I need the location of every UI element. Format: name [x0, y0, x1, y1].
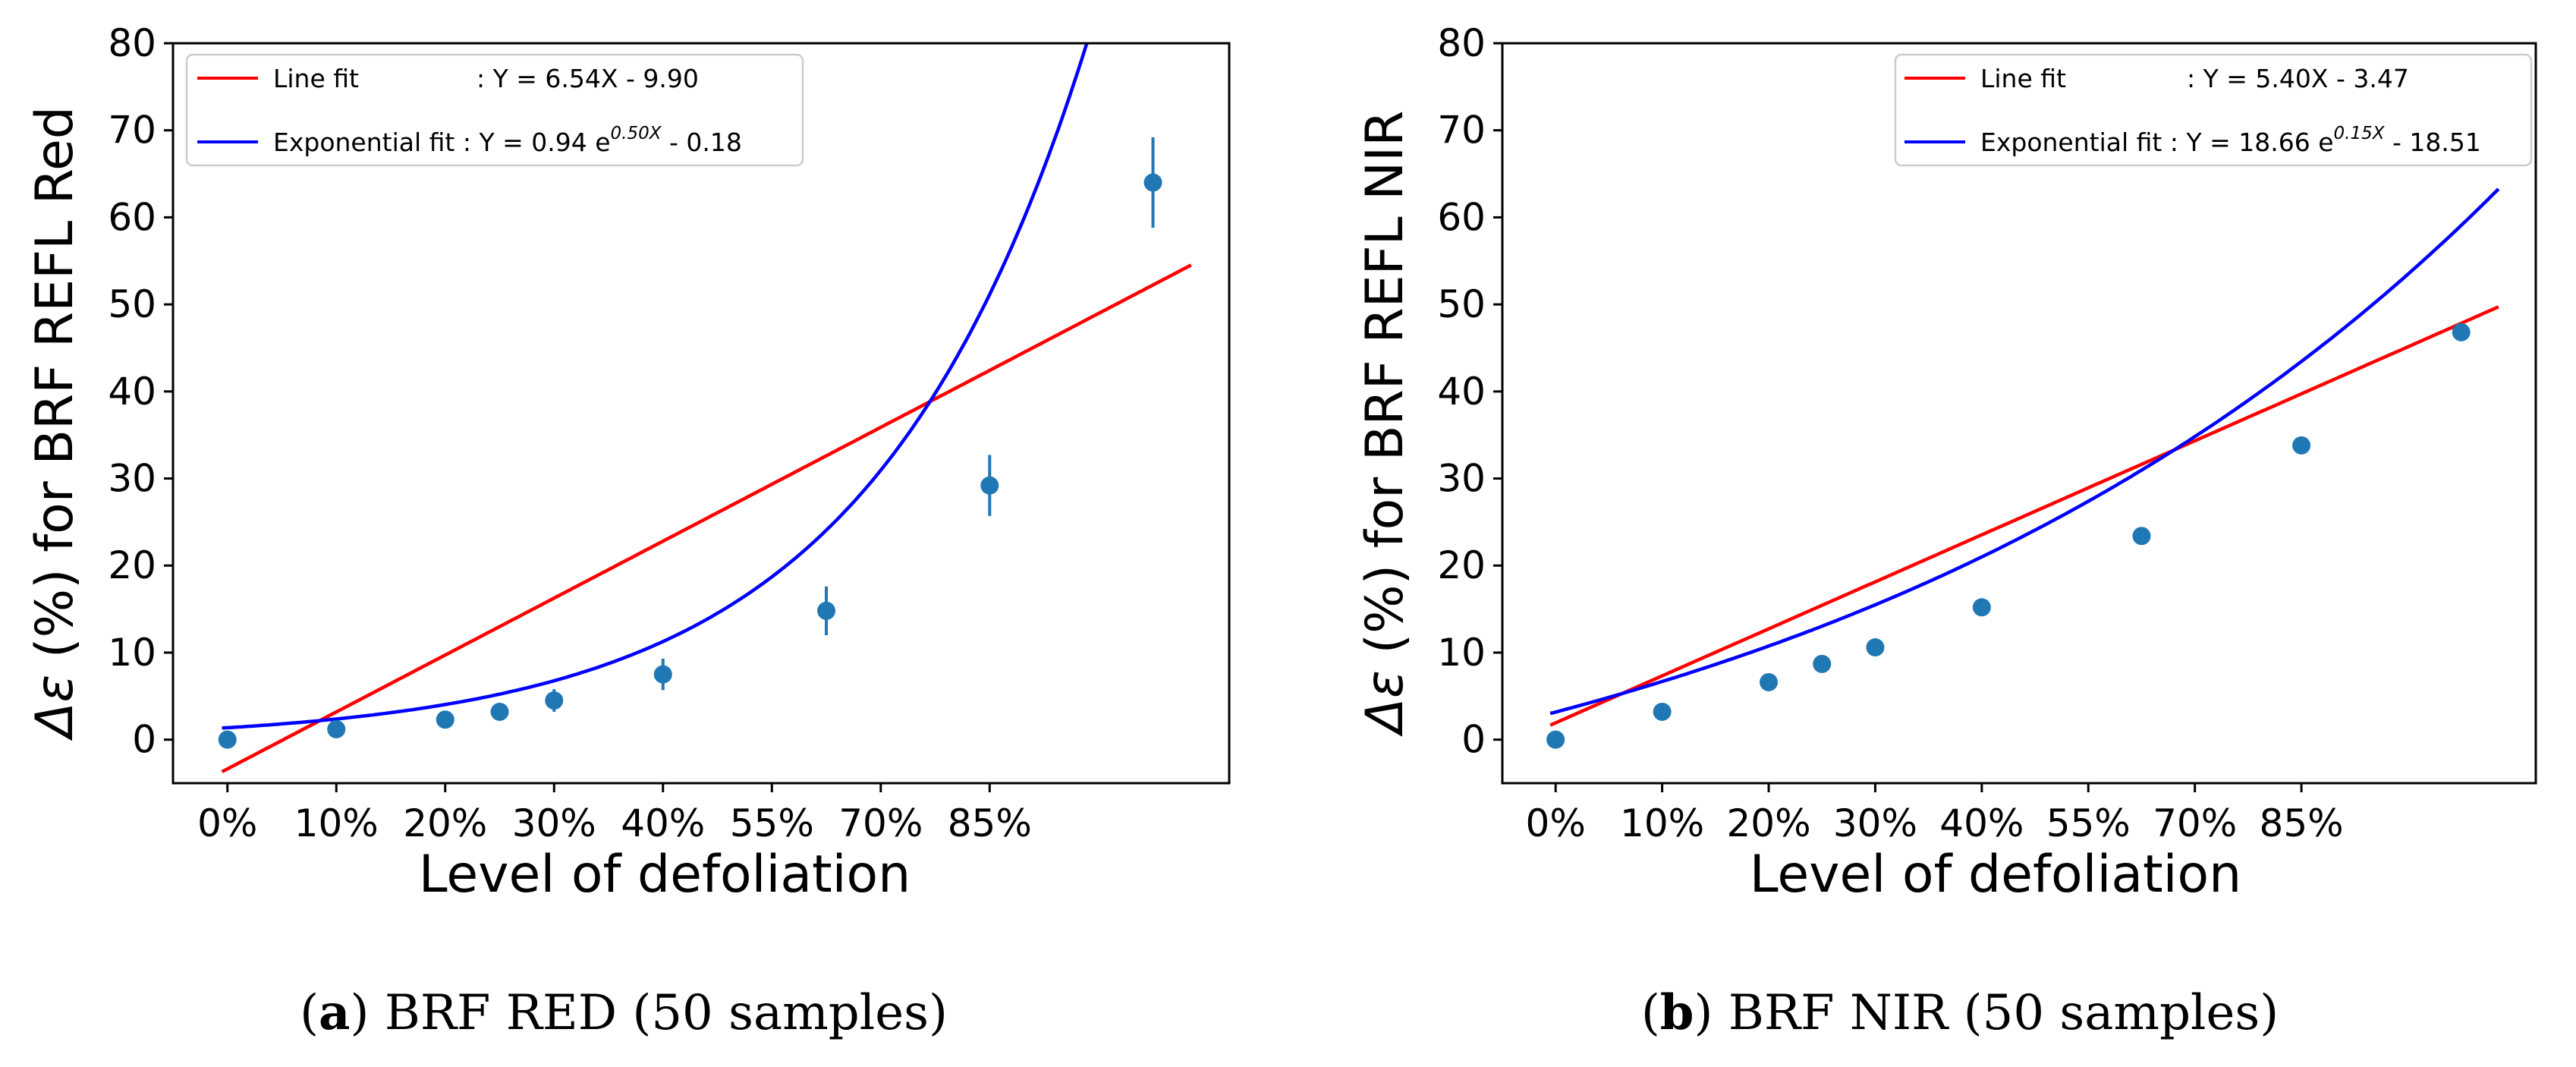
panel-a-data-point-5: [653, 665, 672, 684]
panel-a-x-tick-label-3: 30%: [512, 801, 596, 845]
panel-a-legend-box: [185, 53, 804, 167]
panel-b-y-tick-label-80: 80: [1437, 21, 1486, 65]
panel-a-x-tick-label-1: 10%: [294, 801, 379, 845]
panel-a-data-point-6: [817, 601, 836, 620]
panel-b-y-tick-label-40: 40: [1437, 370, 1486, 414]
panel-a-data-point-8: [1143, 173, 1162, 192]
panel-b-caption: (b) BRF NIR (50 samples): [1641, 984, 2279, 1041]
panel-b-data-point-2: [1760, 672, 1779, 691]
panel-b-axes-frame: [1501, 42, 2537, 785]
panel-a-exponential-fit-curve: [222, 43, 1089, 730]
panel-b-y-tick-label-10: 10: [1437, 631, 1486, 675]
panel-b-exponential-fit-curve: [1549, 187, 2500, 716]
panel-b-legend-box: [1894, 53, 2533, 167]
panel-b-plot-area: [1501, 42, 2537, 785]
panel-a-legend-line-fit-label: Line fit: [273, 64, 359, 93]
panel-b-x-tick-label-0: 0%: [1526, 801, 1586, 845]
panel-a-y-axis-label: Δε (%) for BRF REFL Red: [25, 106, 85, 741]
panel-a-y-ticks: 0 10 20 30 40 50 60 70 80: [108, 21, 173, 762]
panel-b-x-tick-label-3: 30%: [1833, 801, 1917, 845]
panel-a-line-fit-curve: [221, 263, 1192, 773]
panel-a-chart: 0 10 20 30 40 50 60 70 80 0% 10% 20% 30% 40% 55% 70% 85…: [25, 21, 1231, 1041]
panel-a-x-tick-label-6: 70%: [838, 801, 923, 845]
panel-b-legend-exp-fit-label: Exponential fit : Y = 18.66 e0.15X - 18.…: [1980, 124, 2481, 157]
panel-b-x-tick-label-4: 40%: [1939, 801, 2024, 845]
panel-b-y-tick-label-60: 60: [1437, 195, 1486, 239]
panel-b-y-tick-label-70: 70: [1437, 109, 1486, 153]
panel-b-x-tick-label-2: 20%: [1726, 801, 1810, 845]
panel-a-data-point-4: [545, 691, 564, 710]
panel-a-y-tick-label-50: 50: [108, 282, 156, 326]
panel-b-x-tick-label-6: 70%: [2153, 801, 2237, 845]
panel-a-legend: Line fit : Y = 6.54X - 9.90 Exponential …: [185, 53, 804, 167]
panel-a-data-point-2: [436, 710, 454, 729]
panel-a-data-point-1: [327, 719, 346, 738]
panel-b-y-tick-label-20: 20: [1437, 543, 1486, 587]
panel-b-data-point-8: [2452, 323, 2471, 342]
panel-b-data-point-3: [1813, 654, 1832, 673]
panel-b-chart: 0 10 20 30 40 50 60 70 80 0% 10% 20% 30% 40% 55% 70% 85…: [1355, 21, 2537, 1041]
panel-b-legend: Line fit : Y = 5.40X - 3.47 Exponential …: [1894, 53, 2533, 167]
panel-a-data-point-0: [218, 730, 237, 749]
panel-b-y-tick-label-50: 50: [1437, 282, 1486, 326]
panel-a-axes-frame: [171, 42, 1231, 785]
panel-b-data-point-6: [2132, 527, 2151, 546]
panel-a-y-tick-label-70: 70: [108, 109, 156, 153]
panel-b-y-tick-label-0: 0: [1461, 718, 1486, 762]
panel-b-y-ticks: 0 10 20 30 40 50 60 70 80: [1437, 21, 1502, 762]
panel-a-x-tick-label-0: 0%: [197, 801, 257, 845]
panel-b-y-axis-label: Δε (%) for BRF REFL NIR: [1355, 111, 1415, 738]
panel-b-data-point-4: [1866, 638, 1885, 657]
panel-a-data-point-3: [490, 702, 509, 721]
panel-b-data-point-0: [1546, 730, 1565, 749]
panel-a-x-tick-label-4: 40%: [621, 801, 705, 845]
panel-a-data-point-7: [980, 476, 999, 495]
panel-a-y-tick-label-20: 20: [108, 543, 156, 587]
panel-b-line-fit-curve: [1549, 305, 2499, 727]
panel-a-x-ticks: 0% 10% 20% 30% 40% 55% 70% 85%: [197, 783, 1032, 845]
panel-a-y-tick-label-80: 80: [108, 21, 156, 65]
panel-a-legend-exp-fit-label: Exponential fit : Y = 0.94 e0.50X - 0.18: [273, 124, 742, 157]
panel-a-x-tick-label-5: 55%: [730, 801, 814, 845]
panel-a-x-tick-label-2: 20%: [403, 801, 487, 845]
panel-a-plot-area: [171, 42, 1231, 785]
panel-b-x-tick-label-5: 55%: [2046, 801, 2131, 845]
panel-b-x-ticks: 0% 10% 20% 30% 40% 55% 70% 85%: [1526, 783, 2344, 845]
panel-b-x-tick-label-7: 85%: [2260, 801, 2344, 845]
panel-b-x-axis-label: Level of defoliation: [1750, 845, 2242, 905]
panel-b-legend-line-fit-equation: : Y = 5.40X - 3.47: [2187, 64, 2409, 93]
panel-a-y-tick-label-0: 0: [132, 718, 156, 762]
panel-a-legend-line-fit-equation: : Y = 6.54X - 9.90: [477, 64, 699, 93]
panel-b-x-tick-label-1: 10%: [1620, 801, 1704, 845]
panel-b-legend-line-fit-label: Line fit: [1980, 64, 2066, 93]
panel-b-y-tick-label-30: 30: [1437, 457, 1486, 501]
panel-b-data-point-7: [2292, 436, 2311, 455]
panel-a-y-tick-label-10: 10: [108, 631, 156, 675]
panel-a-caption: (a) BRF RED (50 samples): [300, 984, 948, 1041]
panel-b-data-point-5: [1972, 598, 1991, 617]
panel-a-y-tick-label-30: 30: [108, 457, 156, 501]
panel-a-x-axis-label: Level of defoliation: [419, 845, 911, 905]
panel-a-x-tick-label-7: 85%: [948, 801, 1032, 845]
panel-a-y-tick-label-60: 60: [108, 195, 156, 239]
panel-b-data-point-1: [1653, 702, 1672, 721]
panel-a-y-tick-label-40: 40: [108, 370, 156, 414]
